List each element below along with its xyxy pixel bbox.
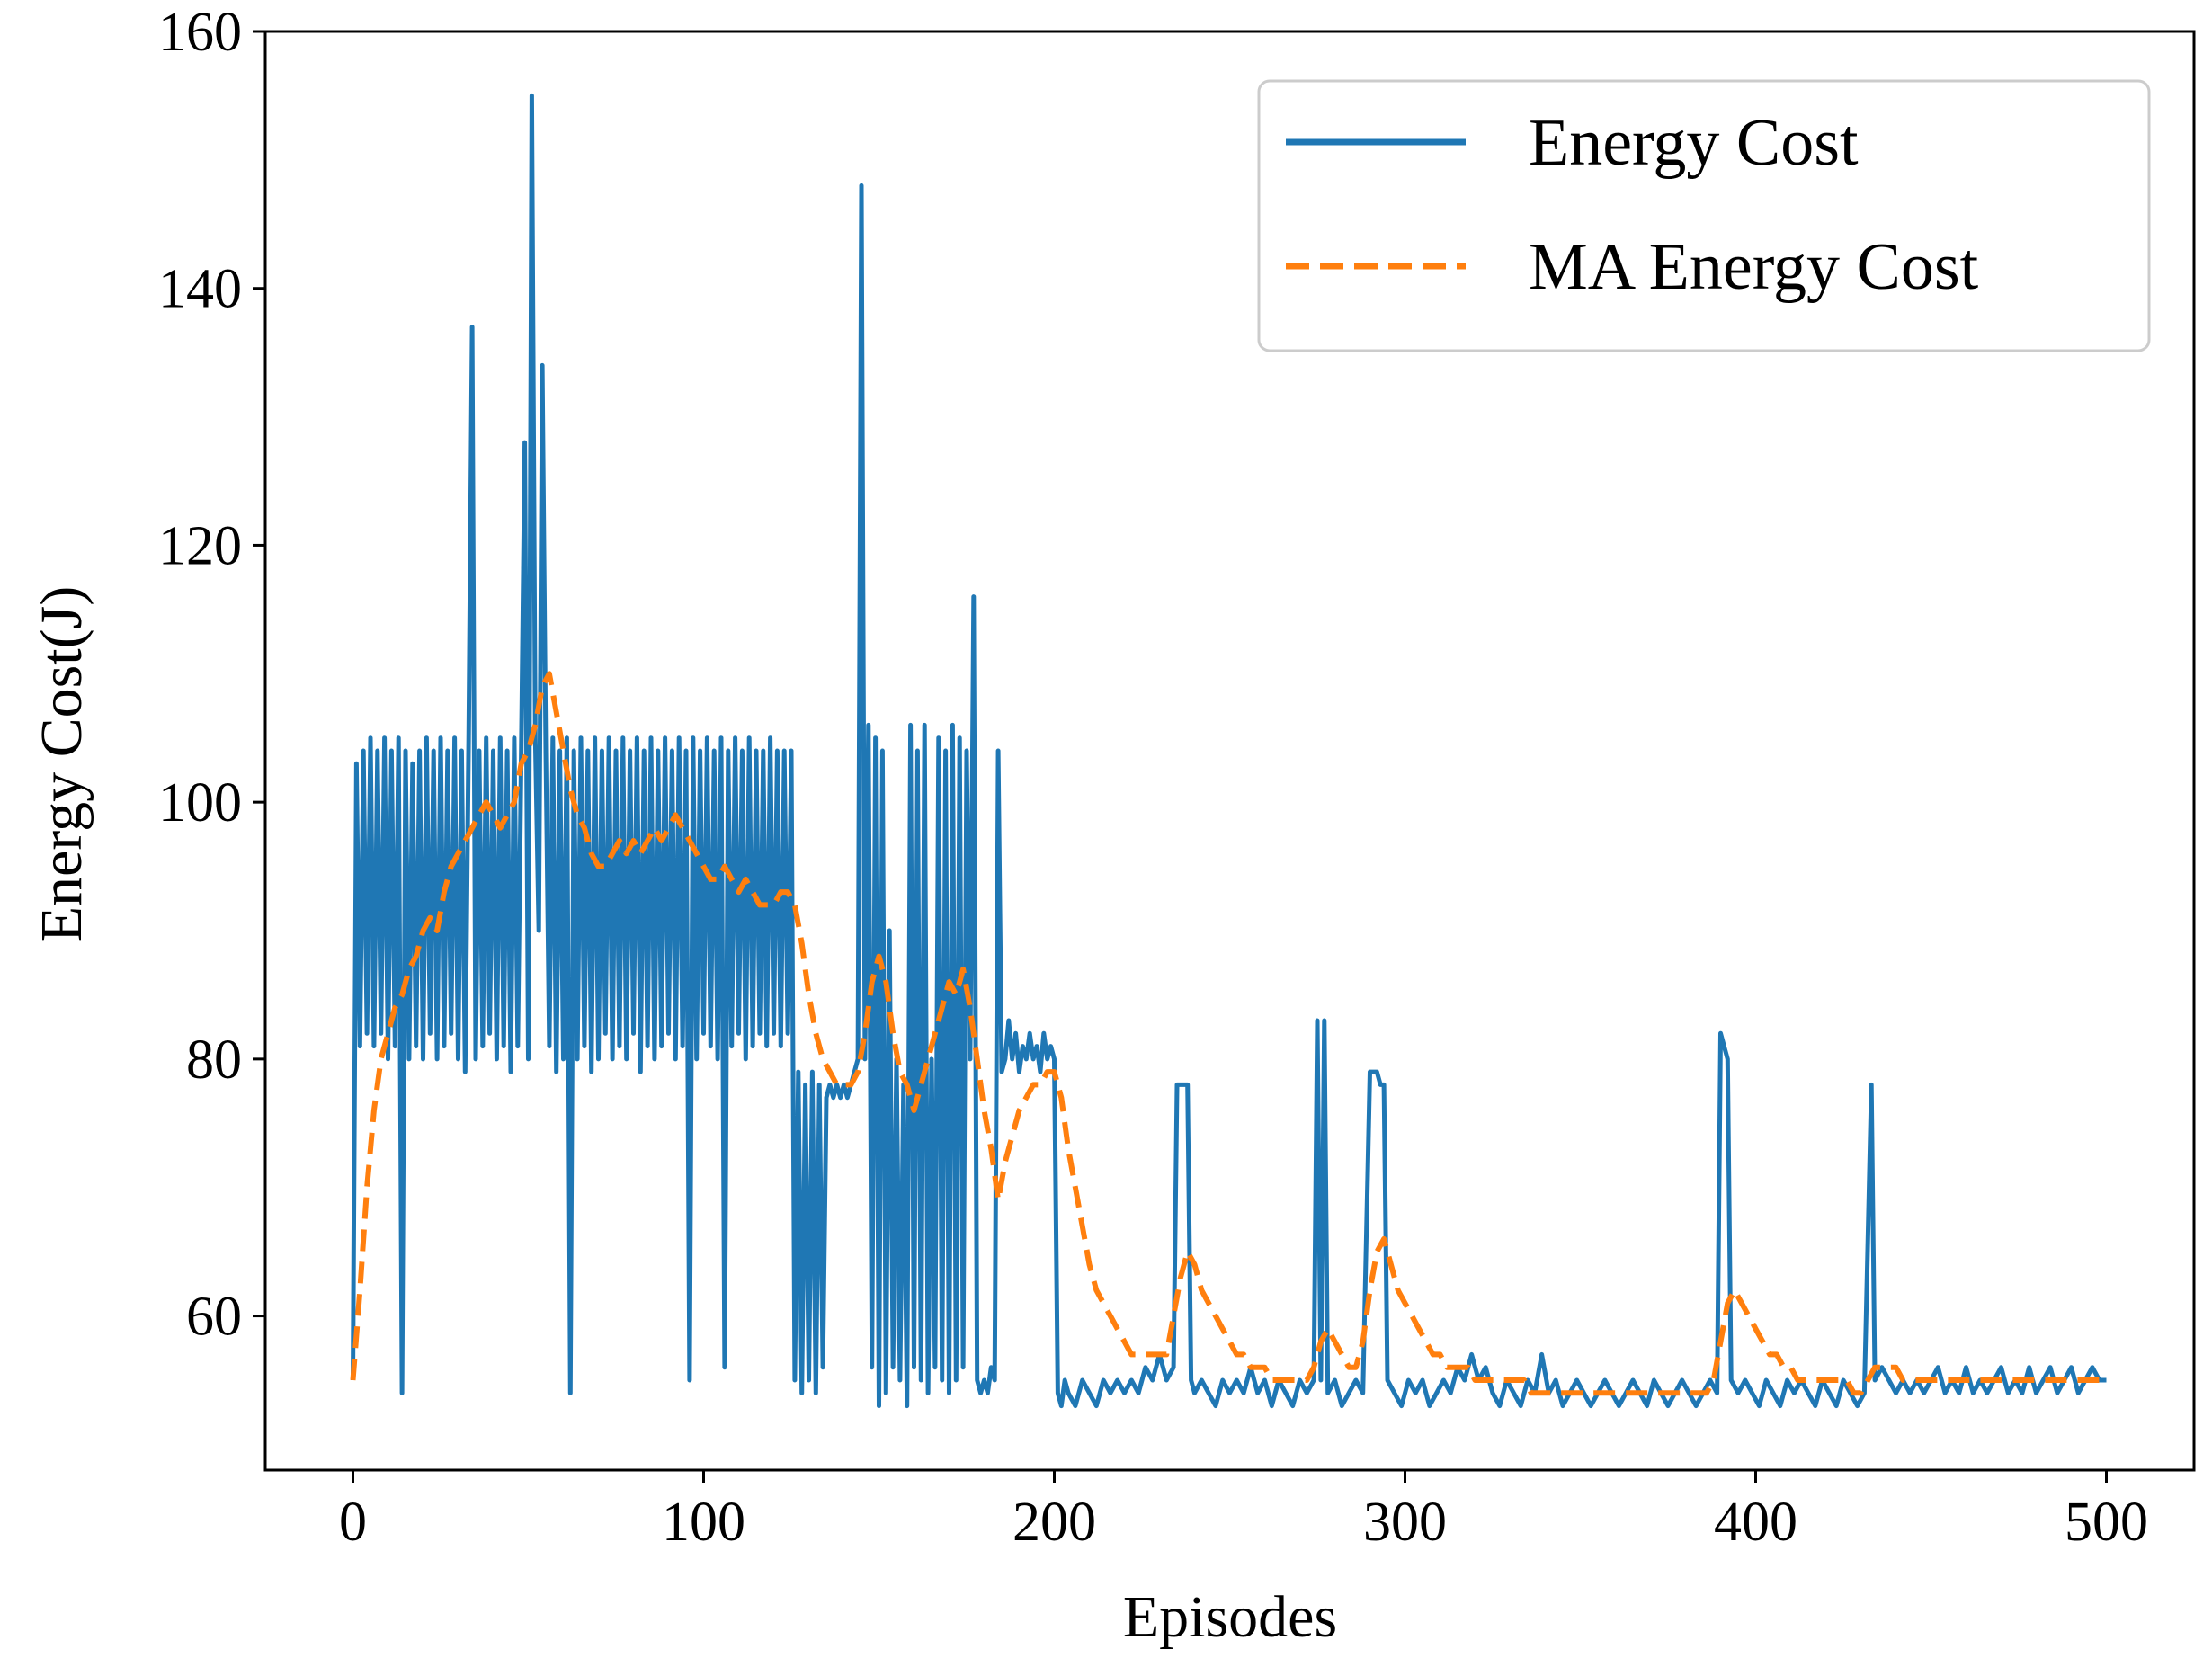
y-tick-label: 160 <box>158 2 242 63</box>
x-tick-label: 200 <box>1012 1492 1096 1553</box>
x-tick-label: 100 <box>662 1492 745 1553</box>
x-axis: 0 100 200 300 400 500 <box>339 1470 2148 1553</box>
legend: Energy Cost MA Energy Cost <box>1257 79 2151 352</box>
x-tick-label: 0 <box>339 1492 367 1553</box>
y-tick-label: 60 <box>186 1287 242 1348</box>
series-line-energy-cost <box>351 93 2107 1409</box>
y-axis-title: Energy Cost(J) <box>29 586 94 943</box>
x-tick-label: 300 <box>1363 1492 1447 1553</box>
x-tick-label: 400 <box>1714 1492 1797 1553</box>
y-tick-label: 80 <box>186 1030 242 1091</box>
y-axis: 60 80 100 120 140 160 <box>158 2 265 1348</box>
x-axis-title: Episodes <box>1123 1584 1337 1650</box>
x-tick-label: 500 <box>2065 1492 2148 1553</box>
series-layer <box>350 93 2107 1409</box>
legend-label-energy-cost: Energy Cost <box>1529 106 1859 180</box>
plot-frame <box>263 30 2196 1472</box>
series-line-ma-energy-cost <box>350 671 2107 1396</box>
legend-label-ma-energy-cost: MA Energy Cost <box>1529 230 1979 304</box>
legend-box <box>1257 79 2151 352</box>
y-tick-label: 120 <box>158 515 242 576</box>
y-tick-label: 100 <box>158 772 242 834</box>
y-tick-label: 140 <box>158 259 242 320</box>
